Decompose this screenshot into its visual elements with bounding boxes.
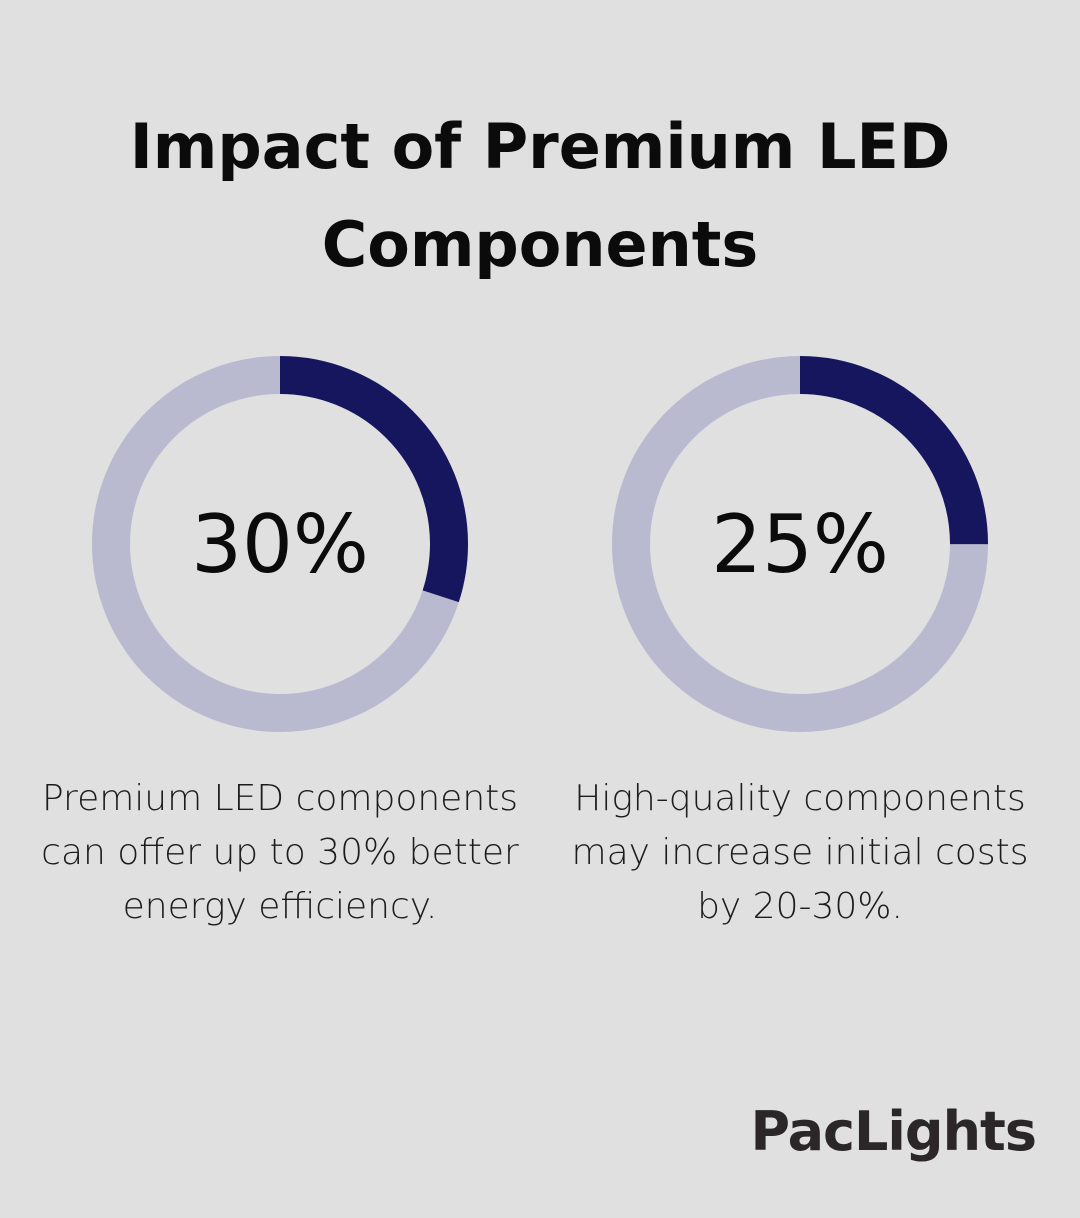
donut-svg <box>92 356 468 732</box>
page-title: Impact of Premium LED Components <box>129 110 951 281</box>
donut-percent-label: 25% <box>711 497 889 591</box>
donut-caption: High-quality components may increase ini… <box>571 778 1029 927</box>
paclights-logo: PacLights <box>750 1100 1037 1163</box>
donut-chart-energy-efficiency: 30% <box>91 355 469 733</box>
donut-value-arc <box>612 356 988 732</box>
donut-value-arc <box>92 356 468 732</box>
donut-caption: Premium LED components can offer up to 3… <box>41 778 519 927</box>
donut-chart-initial-costs: 25% <box>611 355 989 733</box>
donut-percent-label: 30% <box>191 497 369 591</box>
donut-svg <box>612 356 988 732</box>
